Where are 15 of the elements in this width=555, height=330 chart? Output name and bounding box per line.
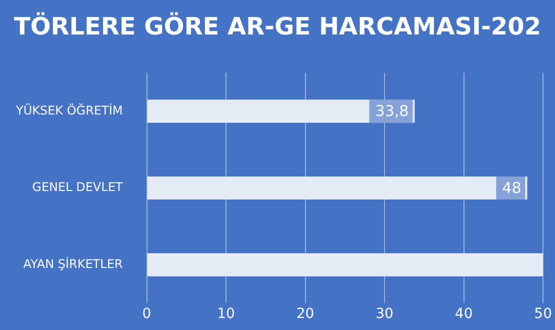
x-tick-label: 0 <box>142 306 152 322</box>
x-tick-label: 50 <box>534 306 552 322</box>
y-tick-label: GENEL DEVLET <box>32 180 124 194</box>
data-label: 33,8 <box>375 102 409 120</box>
bar <box>147 176 528 200</box>
bar <box>147 100 415 123</box>
chart-title: TÖRLERE GÖRE AR-GE HARCAMASI-202 <box>14 12 542 41</box>
x-tick-label: 30 <box>376 306 394 322</box>
y-tick-label: YÜKSEK ÖĞRETİM <box>14 102 123 118</box>
x-tick-label: 10 <box>217 306 235 322</box>
x-tick-label: 40 <box>454 306 473 322</box>
data-label: 48 <box>502 178 522 197</box>
bar <box>147 253 544 276</box>
y-tick-label: AYAN ŞİRKETLER <box>23 256 123 271</box>
x-tick-label: 20 <box>296 306 314 322</box>
